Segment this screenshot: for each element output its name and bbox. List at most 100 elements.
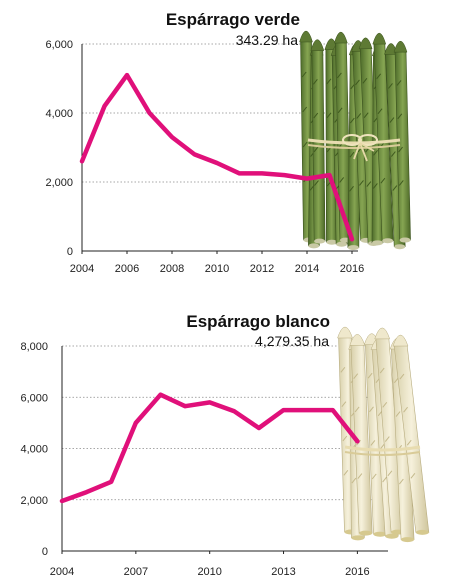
asparagus-scale: [313, 146, 319, 153]
asparagus-scale: [398, 146, 403, 153]
x-tick-label: 2007: [124, 566, 148, 578]
asparagus-scale: [355, 79, 360, 86]
asparagus-scale: [340, 367, 346, 373]
y-tick-label: 8,000: [20, 341, 48, 353]
x-tick-label: 2010: [197, 566, 221, 578]
asparagus-scale: [339, 177, 345, 183]
y-tick-label: 6,000: [45, 39, 73, 51]
twine-ends: [353, 142, 375, 162]
x-tick-label: 2004: [50, 566, 74, 578]
y-tick-label: 4,000: [45, 108, 73, 120]
y-tick-label: 6,000: [20, 392, 48, 404]
asparagus-scale: [371, 473, 377, 480]
asparagus-scale: [362, 77, 368, 84]
asparagus-scale: [314, 180, 319, 186]
asparagus-scale: [372, 183, 378, 189]
asparagus-scale: [382, 476, 388, 483]
green-asparagus-line-layer: [79, 72, 355, 242]
chart2-title: Espárrago blanco: [186, 312, 330, 331]
x-tick-label: 2016: [345, 566, 369, 578]
asparagus-scale: [410, 472, 416, 479]
asparagus-scale: [363, 112, 369, 119]
asparagus-cut-end: [382, 238, 394, 244]
asparagus-scale: [392, 185, 398, 191]
asparagus-cut-end: [326, 239, 338, 245]
asparagus-tip: [299, 30, 313, 43]
x-tick-label: 2016: [340, 263, 364, 275]
asparagus-scale: [302, 141, 308, 148]
twine-bow: [342, 134, 362, 146]
asparagus-tip: [310, 39, 325, 51]
asparagus-cut-end: [347, 245, 359, 251]
asparagus-scale: [380, 443, 385, 450]
asparagus-scale: [388, 83, 393, 89]
asparagus-scale: [377, 108, 383, 114]
asparagus-scale: [341, 401, 347, 407]
x-tick-label: 2013: [271, 566, 295, 578]
x-tick-label: 2008: [160, 263, 184, 275]
twine: [307, 144, 401, 149]
asparagus-scale: [398, 478, 404, 485]
white-asparagus-chart: 0 2,000 4,000 6,000 8,000 2004 2007 2010 2013 201…: [20, 341, 388, 578]
asparagus-scale: [403, 406, 408, 413]
asparagus-scale: [366, 181, 372, 187]
asparagus-scale: [379, 367, 385, 374]
asparagus-scale: [342, 435, 348, 442]
x-tick-label: 2006: [115, 263, 139, 275]
twine: [344, 451, 421, 456]
y-tick-label: 0: [42, 546, 48, 558]
asparagus-scale: [359, 180, 364, 186]
asparagus-tip: [333, 31, 348, 44]
asparagus-scale: [376, 73, 382, 80]
asparagus-cut-end: [351, 535, 365, 541]
asparagus-scale: [406, 439, 412, 446]
asparagus-cut-end: [359, 530, 373, 536]
green-asparagus-image: [299, 30, 411, 251]
asparagus-scale: [301, 71, 307, 78]
asparagus-scale: [357, 473, 363, 479]
white-asparagus-image: [337, 326, 430, 543]
green-asparagus-chart: 0 2,000 4,000 6,000 2004 2006 2008 2010 2012 2014…: [45, 39, 364, 275]
asparagus-scale: [390, 151, 396, 157]
asparagus-cut-end: [373, 531, 387, 537]
asparagus-scale: [389, 117, 395, 123]
asparagus-scale: [367, 372, 373, 379]
asparagus-scale: [397, 113, 403, 120]
asparagus-scale: [396, 80, 402, 86]
asparagus-scale: [349, 151, 355, 158]
asparagus-tip: [374, 327, 391, 340]
asparagus-scale: [351, 477, 357, 484]
asparagus-scale: [312, 79, 318, 85]
asparagus-tip: [337, 326, 353, 339]
asparagus-scale: [395, 411, 401, 417]
asparagus-tip: [393, 40, 408, 53]
asparagus-tip: [372, 32, 387, 45]
asparagus-scale: [302, 106, 308, 113]
asparagus-scale: [354, 406, 360, 413]
asparagus-scale: [398, 180, 404, 186]
asparagus-scale: [384, 436, 390, 442]
asparagus-tip: [392, 334, 409, 347]
asparagus-scale: [326, 112, 332, 119]
asparagus-scale: [353, 373, 359, 379]
x-tick-label: 2012: [250, 263, 274, 275]
asparagus-scale: [326, 78, 332, 85]
y-tick-label: 4,000: [20, 444, 48, 456]
asparagus-scale: [356, 113, 362, 119]
asparagus-scale: [373, 149, 378, 156]
asparagus-tip: [349, 334, 366, 346]
asparagus-cut-end: [401, 537, 415, 543]
chart1-subtitle: 343.29 ha: [235, 32, 298, 48]
x-tick-label: 2010: [205, 263, 229, 275]
asparagus-cut-end: [314, 238, 326, 244]
twine: [307, 138, 401, 145]
white-asparagus-line-layer: [59, 392, 360, 504]
asparagus-scale: [349, 117, 355, 124]
chart1-title: Espárrago verde: [165, 10, 300, 29]
asparagus-scale: [349, 186, 354, 192]
asparagus-cut-end: [399, 237, 411, 243]
x-tick-label: 2014: [295, 263, 319, 275]
asparagus-cut-end: [415, 529, 429, 535]
asparagus-tip: [358, 37, 373, 50]
asparagus-scale: [380, 177, 386, 184]
